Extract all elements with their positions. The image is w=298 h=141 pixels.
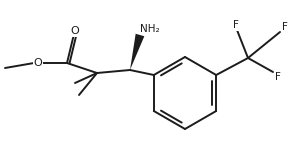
Text: NH₂: NH₂: [140, 24, 160, 34]
Text: F: F: [282, 22, 288, 32]
Text: F: F: [233, 20, 239, 30]
Text: O: O: [34, 58, 42, 68]
Text: O: O: [71, 26, 79, 36]
Text: F: F: [275, 72, 281, 82]
Polygon shape: [130, 34, 144, 70]
